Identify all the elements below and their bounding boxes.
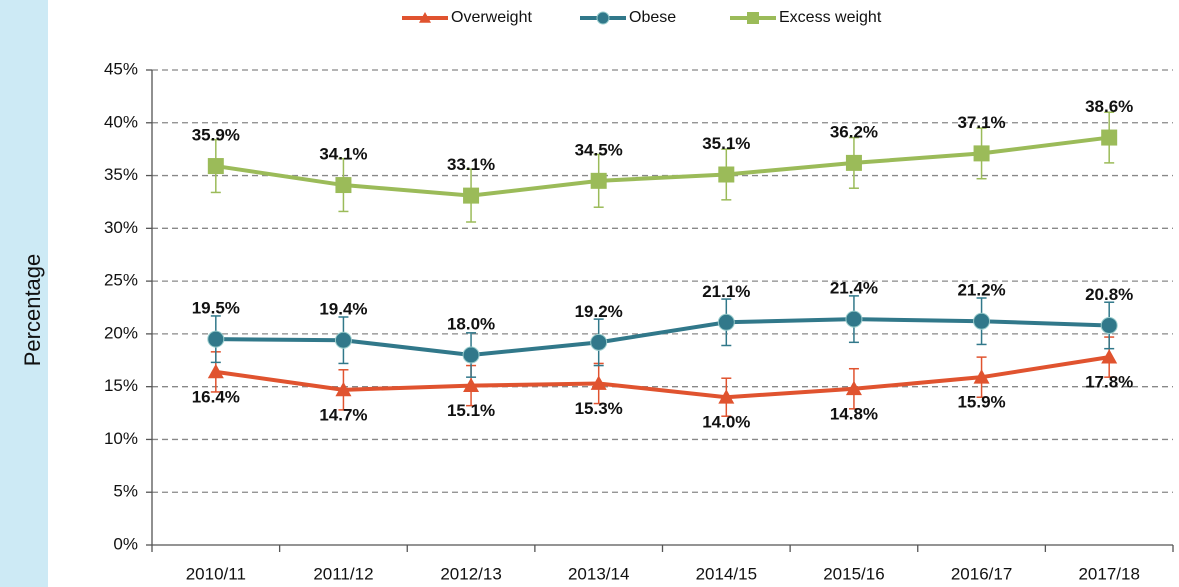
marker [1101,349,1118,364]
data-label: 36.2% [830,122,878,141]
x-tick-label: 2015/16 [823,564,884,583]
marker [717,313,735,331]
x-tick-label: 2010/11 [186,564,246,583]
marker [590,375,607,390]
marker [334,331,352,349]
data-label: 15.1% [447,401,495,420]
marker [335,381,352,397]
data-label: 34.5% [575,140,623,159]
marker [207,330,225,348]
data-label: 14.0% [702,413,750,432]
y-tick-label: 20% [104,323,138,342]
series-line [215,317,1110,358]
legend-label: Obese [629,9,676,26]
marker [462,346,480,364]
series-line [215,355,1110,400]
y-label-band [0,0,48,587]
y-axis-label: Percentage [20,254,45,367]
marker [845,154,862,171]
marker [845,380,862,396]
y-tick-label: 10% [104,429,138,448]
marker [1101,129,1118,146]
y-tick-label: 35% [104,165,138,184]
data-label: 37.1% [957,113,1005,132]
x-tick-label: 2012/13 [440,564,501,583]
data-label: 17.8% [1085,373,1133,392]
data-label: 19.4% [319,300,367,319]
data-label: 21.2% [957,281,1005,300]
y-tick-label: 5% [113,482,138,501]
marker [207,158,224,175]
marker [718,389,735,404]
data-label: 14.7% [319,405,367,424]
marker [973,369,990,384]
data-label: 34.1% [319,145,367,164]
marker [463,377,480,393]
y-tick-label: 0% [113,534,138,553]
marker [845,310,863,328]
y-tick-label: 45% [104,59,138,78]
data-label: 33.1% [447,155,495,174]
legend-label: Overweight [451,9,532,26]
marker [590,172,607,189]
marker [1100,316,1118,334]
marker [335,177,352,194]
y-tick-label: 15% [104,376,138,395]
series-line [215,135,1110,198]
data-label: 35.9% [192,126,240,145]
x-tick-label: 2013/14 [568,564,629,583]
data-label: 38.6% [1085,97,1133,116]
data-label: 21.4% [830,279,878,298]
x-tick-label: 2011/12 [313,564,373,583]
y-tick-label: 30% [104,218,138,237]
x-tick-label: 2014/15 [696,564,757,583]
data-label: 15.9% [957,393,1005,412]
data-label: 18.0% [447,314,495,333]
data-label: 19.5% [192,299,240,318]
data-label: 15.3% [575,399,623,418]
marker [419,12,431,23]
data-label: 21.1% [702,282,750,301]
marker [973,312,991,330]
marker [718,166,735,183]
marker [596,11,610,25]
marker [463,187,480,204]
data-label: 14.8% [830,404,878,423]
y-tick-label: 25% [104,271,138,290]
data-label: 19.2% [575,302,623,321]
legend-label: Excess weight [779,9,882,26]
marker [590,333,608,351]
marker [747,12,759,24]
marker [973,145,990,162]
x-tick-label: 2017/18 [1078,564,1139,583]
marker [207,363,224,379]
data-label: 20.8% [1085,285,1133,304]
data-label: 35.1% [702,134,750,153]
y-tick-label: 40% [104,112,138,131]
x-tick-label: 2016/17 [951,564,1012,583]
data-label: 16.4% [192,387,240,406]
